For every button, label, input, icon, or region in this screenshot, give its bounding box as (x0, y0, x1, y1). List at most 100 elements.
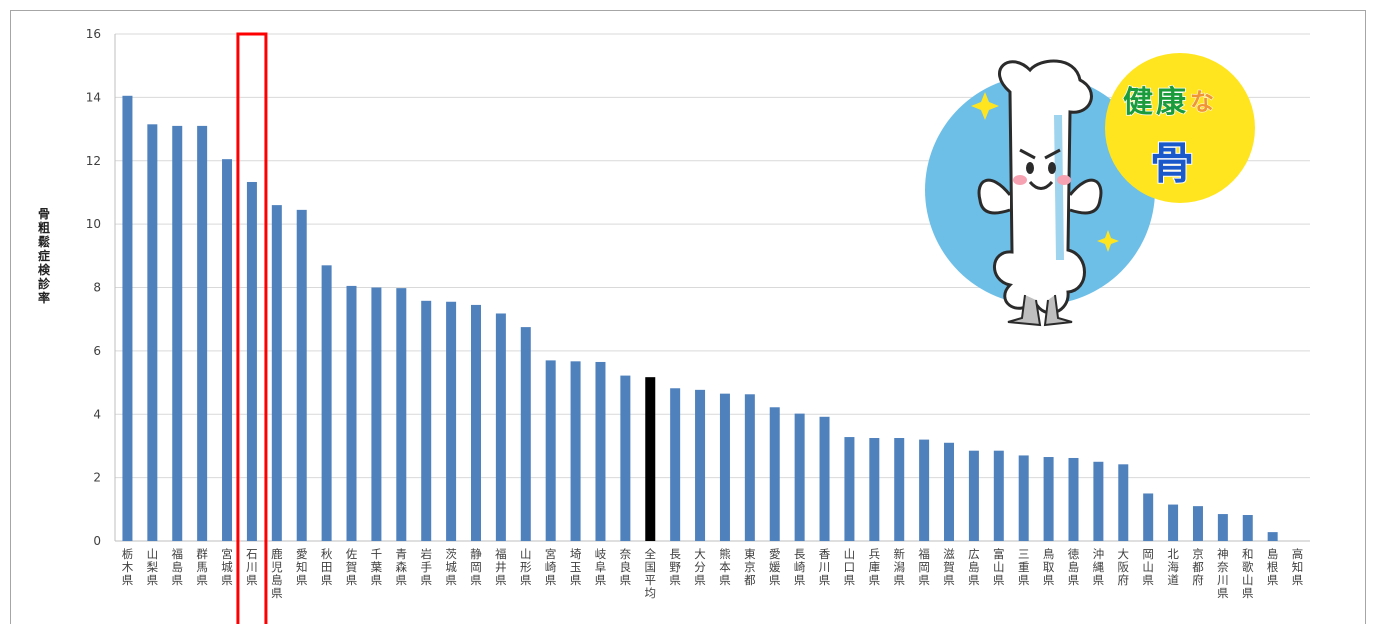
x-tick-label: 広島県 (968, 547, 980, 587)
bar (520, 327, 531, 541)
x-tick-label: 秋田県 (321, 547, 333, 587)
x-tick-label: 熊本県 (719, 547, 731, 587)
y-tick-label: 14 (86, 90, 101, 104)
bar (769, 407, 780, 541)
x-tick-label: 沖縄県 (1093, 547, 1105, 587)
chart-frame (10, 10, 1366, 624)
bar (421, 300, 432, 541)
highlight-box (236, 32, 268, 624)
x-tick-label: 茨城県 (445, 547, 457, 587)
x-tick-label: 福岡県 (918, 547, 930, 587)
x-tick-label: 長崎県 (794, 547, 806, 587)
x-tick-label: 福井県 (495, 547, 507, 587)
x-tick-label: 島根県 (1267, 547, 1279, 587)
bar (1242, 515, 1253, 541)
x-tick-label: 群馬県 (196, 547, 208, 587)
x-tick-label: 埼玉県 (570, 547, 582, 587)
bar (570, 361, 581, 541)
x-tick-label: 徳島県 (1068, 547, 1080, 587)
bar (271, 205, 282, 542)
bars (122, 95, 1278, 542)
healthy-bone-illustration: 健 康 な 骨 (925, 53, 1255, 327)
happy-bone-character-icon (971, 59, 1119, 327)
x-tick-label: 静岡県 (470, 547, 482, 587)
bar (1043, 457, 1054, 541)
yellow-badge-circle (1105, 53, 1255, 203)
x-tick-label: 全国平均 (645, 547, 657, 600)
x-tick-label: 鹿児島県 (271, 547, 283, 600)
x-tick-label: 愛媛県 (769, 547, 781, 587)
y-tick-label: 10 (86, 217, 101, 231)
bar (495, 313, 506, 541)
y-axis-ticks: 0 2 4 6 8 10 12 14 16 (86, 27, 101, 548)
x-tick-label: 三重県 (1018, 547, 1030, 587)
bar (545, 360, 556, 541)
bar (595, 361, 606, 541)
bar (1018, 455, 1029, 541)
x-tick-label: 兵庫県 (869, 547, 881, 587)
bar (744, 394, 755, 541)
x-tick-label: 愛知県 (296, 547, 308, 587)
x-tick-label: 福島県 (171, 547, 183, 587)
bar (371, 287, 382, 541)
x-tick-label: 高知県 (1292, 547, 1304, 587)
bar (919, 439, 930, 541)
x-tick-label: 山梨県 (147, 547, 159, 587)
x-tick-label: 長野県 (669, 547, 681, 587)
x-tick-label: 新潟県 (893, 547, 905, 587)
bar (695, 389, 706, 541)
bar (944, 442, 955, 541)
bar (222, 159, 233, 541)
x-tick-label: 神奈川県 (1217, 547, 1229, 600)
bar (346, 285, 357, 541)
x-tick-label: 大阪府 (1118, 547, 1130, 587)
bar (470, 304, 481, 541)
x-tick-label: 滋賀県 (943, 547, 955, 587)
bar (894, 438, 905, 541)
y-tick-label: 4 (93, 407, 101, 421)
x-tick-label: 鳥取県 (1043, 547, 1055, 587)
x-tick-label: 宮城県 (221, 547, 233, 587)
bar (296, 209, 307, 541)
y-tick-label: 8 (93, 281, 101, 295)
y-axis-label: 骨粗鬆症検診率 (38, 207, 51, 305)
bar (869, 438, 880, 541)
y-tick-label: 0 (93, 534, 101, 548)
y-tick-label: 16 (86, 27, 101, 41)
x-tick-label: 青森県 (396, 547, 408, 587)
bar (1267, 532, 1278, 541)
bar (620, 375, 631, 541)
x-tick-label: 千葉県 (371, 547, 383, 587)
bar (1168, 504, 1179, 541)
mascot-title-char-2: 康 (1156, 85, 1187, 120)
bar (1217, 514, 1228, 541)
bar (1093, 461, 1104, 541)
mascot-title-char-1: 健 (1123, 85, 1153, 120)
x-tick-label: 岐阜県 (595, 547, 607, 587)
bar (321, 265, 332, 541)
bar (794, 413, 805, 541)
bar (993, 450, 1004, 541)
x-tick-label: 岩手県 (420, 547, 432, 587)
x-tick-label: 奈良県 (620, 547, 632, 587)
bar (172, 125, 183, 542)
x-tick-label: 岡山県 (1142, 547, 1154, 587)
bar (645, 377, 656, 541)
x-tick-label: 和歌山県 (1242, 547, 1254, 600)
bar (446, 301, 457, 541)
bar (844, 437, 855, 541)
bar (1143, 493, 1154, 541)
bar (1192, 506, 1203, 541)
bar (197, 125, 208, 542)
x-tick-label: 京都府 (1192, 547, 1204, 587)
x-tick-label: 宮崎県 (545, 547, 557, 587)
bar (968, 450, 979, 541)
bar (1068, 457, 1079, 541)
x-tick-label: 大分県 (694, 547, 706, 587)
x-tick-label: 北海道 (1167, 547, 1179, 587)
x-tick-label: 栃木県 (122, 547, 134, 587)
bar (122, 95, 133, 542)
mascot-title-char-4: 骨 (1150, 138, 1194, 189)
